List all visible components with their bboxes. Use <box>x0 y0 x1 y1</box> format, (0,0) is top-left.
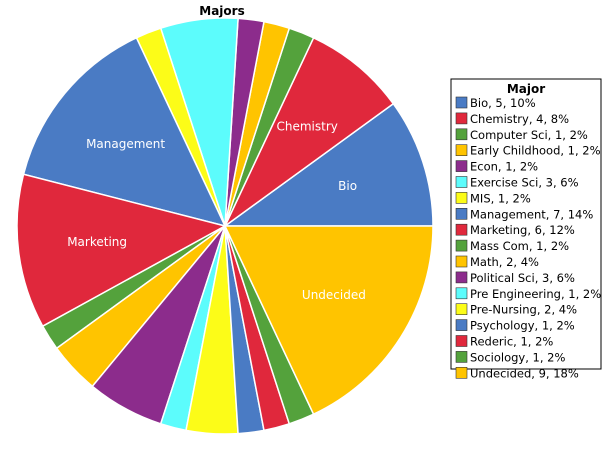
legend-swatch <box>455 303 468 316</box>
legend-item-label: Marketing, 6, 12% <box>470 223 575 237</box>
chart-title: Majors <box>199 4 244 18</box>
pie-slice-label: Undecided <box>302 288 366 302</box>
legend-item-label: Undecided, 9, 18% <box>470 366 579 380</box>
legend-item-label: Econ, 1, 2% <box>470 160 538 174</box>
legend-item-label: Mass Com, 1, 2% <box>470 239 569 253</box>
pie-slice-chemistry <box>224 36 395 227</box>
legend-swatch <box>455 112 468 125</box>
legend-item-label: Political Sci, 3, 6% <box>470 271 575 285</box>
legend-item-label: Chemistry, 4, 8% <box>470 112 569 126</box>
legend-swatch <box>455 96 468 109</box>
pie-slice-marketing <box>16 173 228 328</box>
legend-swatch <box>455 192 468 204</box>
legend-swatch <box>455 271 468 284</box>
pie-slice-bio <box>222 102 434 227</box>
legend-swatch <box>455 287 468 300</box>
legend-item-label: Management, 7, 14% <box>470 207 593 221</box>
legend-items: Bio, 5, 10% Chemistry, 4, 8% Computer Sci,… <box>455 96 601 380</box>
pie-slice-label: Marketing <box>67 235 127 249</box>
pie-slice-management <box>22 36 227 228</box>
legend-item-label: Sociology, 1, 2% <box>470 350 565 364</box>
legend-item-label: Psychology, 1, 2% <box>470 319 575 333</box>
legend-swatch <box>455 351 468 363</box>
legend-swatch <box>455 223 468 236</box>
legend-swatch <box>455 160 468 172</box>
legend-item-label: Math, 2, 4% <box>470 255 539 269</box>
pie-slice-label: Management <box>86 137 165 151</box>
pie-slices <box>16 17 434 435</box>
legend-item-label: Bio, 5, 10% <box>470 96 536 110</box>
legend-item-label: Exercise Sci, 3, 6% <box>470 176 579 190</box>
pie-slice-label: Bio <box>338 179 357 193</box>
pie-slice-labels: Bio Chemistry Management Marketing Undecided <box>67 120 366 303</box>
legend-box <box>450 78 602 370</box>
legend-item-label: Early Childhood, 1, 2% <box>470 144 601 158</box>
legend-item-label: Rederic, 1, 2% <box>470 335 553 349</box>
legend-swatch <box>455 239 468 252</box>
legend-swatch <box>455 255 468 268</box>
legend-swatch <box>455 319 468 331</box>
legend-item-label: Pre-Nursing, 2, 4% <box>470 303 577 317</box>
pie-slice-undecided <box>223 225 434 416</box>
legend-title: Major <box>507 82 545 96</box>
legend-swatch <box>455 208 468 220</box>
legend-swatch <box>455 128 468 141</box>
legend-swatch <box>455 176 468 188</box>
legend-swatch <box>455 335 468 347</box>
legend-item-label: MIS, 1, 2% <box>470 191 531 205</box>
legend-item-label: Pre Engineering, 1, 2% <box>470 287 601 301</box>
legend-swatch <box>455 366 468 379</box>
legend: Major Bio, 5, 10% Chemistry, 4, 8% Compute… <box>450 78 602 380</box>
pie-slice-label: Chemistry <box>277 120 338 134</box>
legend-item-label: Computer Sci, 1, 2% <box>470 128 588 142</box>
legend-swatch <box>455 144 468 156</box>
